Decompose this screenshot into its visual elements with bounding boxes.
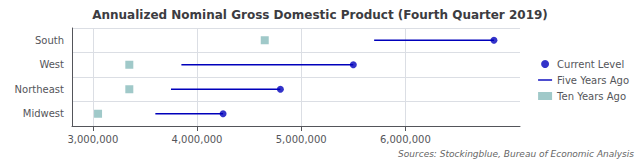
- svg-text:6,000,000: 6,000,000: [380, 134, 431, 145]
- svg-text:South: South: [35, 35, 64, 46]
- svg-text:West: West: [39, 59, 64, 70]
- svg-text:Five Years Ago: Five Years Ago: [557, 75, 629, 86]
- svg-text:Northeast: Northeast: [15, 84, 64, 95]
- svg-text:Sources: Stockingblue, Bureau: Sources: Stockingblue, Bureau of Economi…: [398, 149, 634, 159]
- svg-text:5,000,000: 5,000,000: [276, 134, 327, 145]
- svg-text:3,000,000: 3,000,000: [67, 134, 118, 145]
- svg-text:Annualized Nominal Gross Domes: Annualized Nominal Gross Domestic Produc…: [92, 8, 548, 22]
- svg-text:Current Level: Current Level: [557, 59, 624, 70]
- svg-text:Midwest: Midwest: [23, 108, 64, 119]
- svg-text:Ten Years Ago: Ten Years Ago: [556, 91, 626, 102]
- svg-text:4,000,000: 4,000,000: [172, 134, 223, 145]
